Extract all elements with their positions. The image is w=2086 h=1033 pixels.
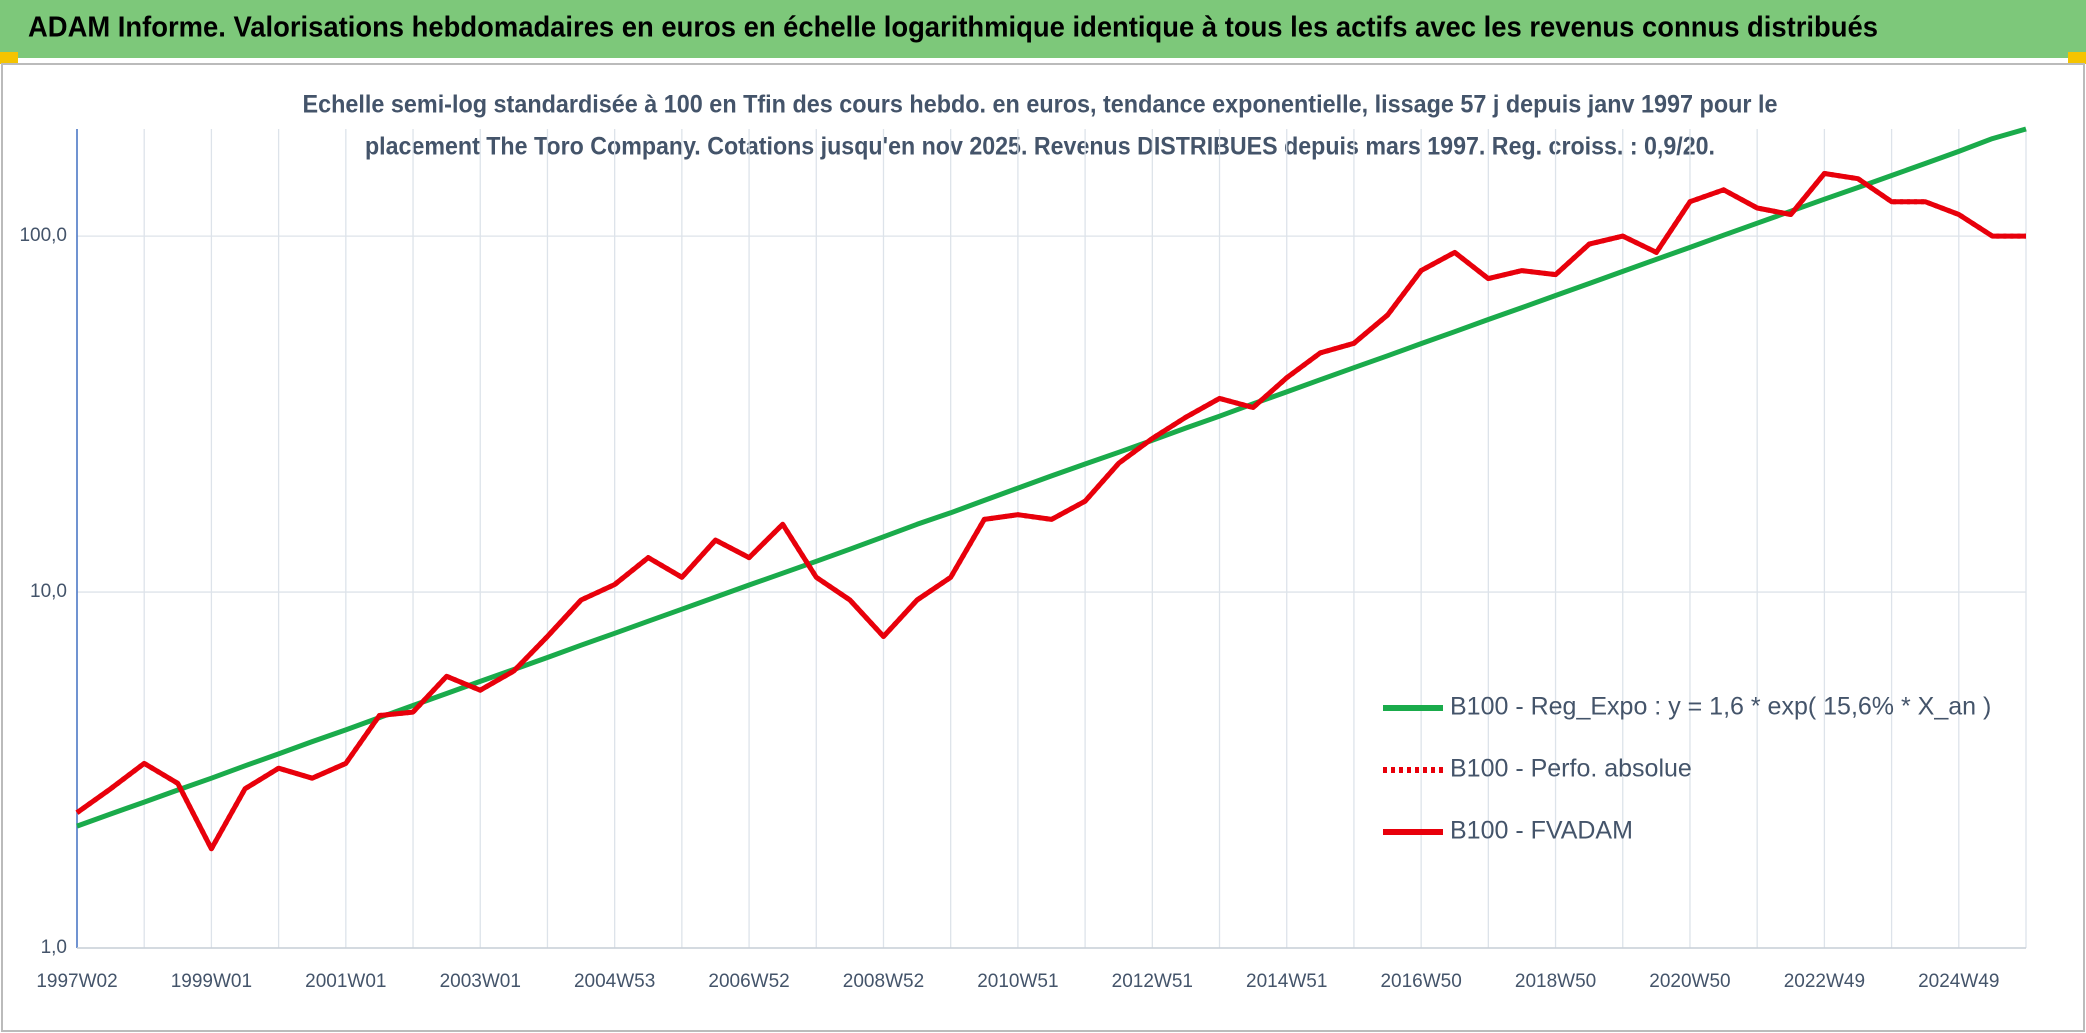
y-tick-label: 1,0 <box>41 937 67 958</box>
legend-label: B100 - FVADAM <box>1450 817 1633 845</box>
x-tick-label: 2008W52 <box>843 971 924 992</box>
x-tick-label: 2001W01 <box>305 971 386 992</box>
y-tick-label: 100,0 <box>19 225 67 246</box>
x-tick-label: 2024W49 <box>1918 971 1999 992</box>
corner <box>2068 52 2086 64</box>
series-line <box>76 126 2027 829</box>
x-tick-label: 2003W01 <box>440 971 521 992</box>
chart-subtitle: Echelle semi-log standardisée à 100 en T… <box>303 91 1778 119</box>
frame <box>1 63 2085 1032</box>
x-tick-label: 2012W51 <box>1112 971 1193 992</box>
x-tick-label: 1997W02 <box>36 971 117 992</box>
x-tick-label: 1999W01 <box>171 971 252 992</box>
legend-label: B100 - Perfo. absolue <box>1450 755 1692 783</box>
chart-subtitle: placement The Toro Company. Cotations ju… <box>365 133 1715 161</box>
x-tick-label: 2020W50 <box>1649 971 1730 992</box>
x-tick-label: 2022W49 <box>1784 971 1865 992</box>
x-tick-label: 2018W50 <box>1515 971 1596 992</box>
x-tick-label: 2010W51 <box>977 971 1058 992</box>
header-bar <box>0 0 2086 58</box>
x-tick-label: 2014W51 <box>1246 971 1327 992</box>
y-tick-label: 10,0 <box>30 581 67 602</box>
legend-label: B100 - Reg_Expo : y = 1,6 * exp( 15,6% *… <box>1450 693 1991 721</box>
x-tick-label: 2006W52 <box>708 971 789 992</box>
x-tick-label: 2004W53 <box>574 971 655 992</box>
series-line <box>75 171 2026 852</box>
corner <box>0 52 18 64</box>
x-tick-label: 2016W50 <box>1380 971 1461 992</box>
page-title: ADAM Informe. Valorisations hebdomadaire… <box>28 12 1878 44</box>
